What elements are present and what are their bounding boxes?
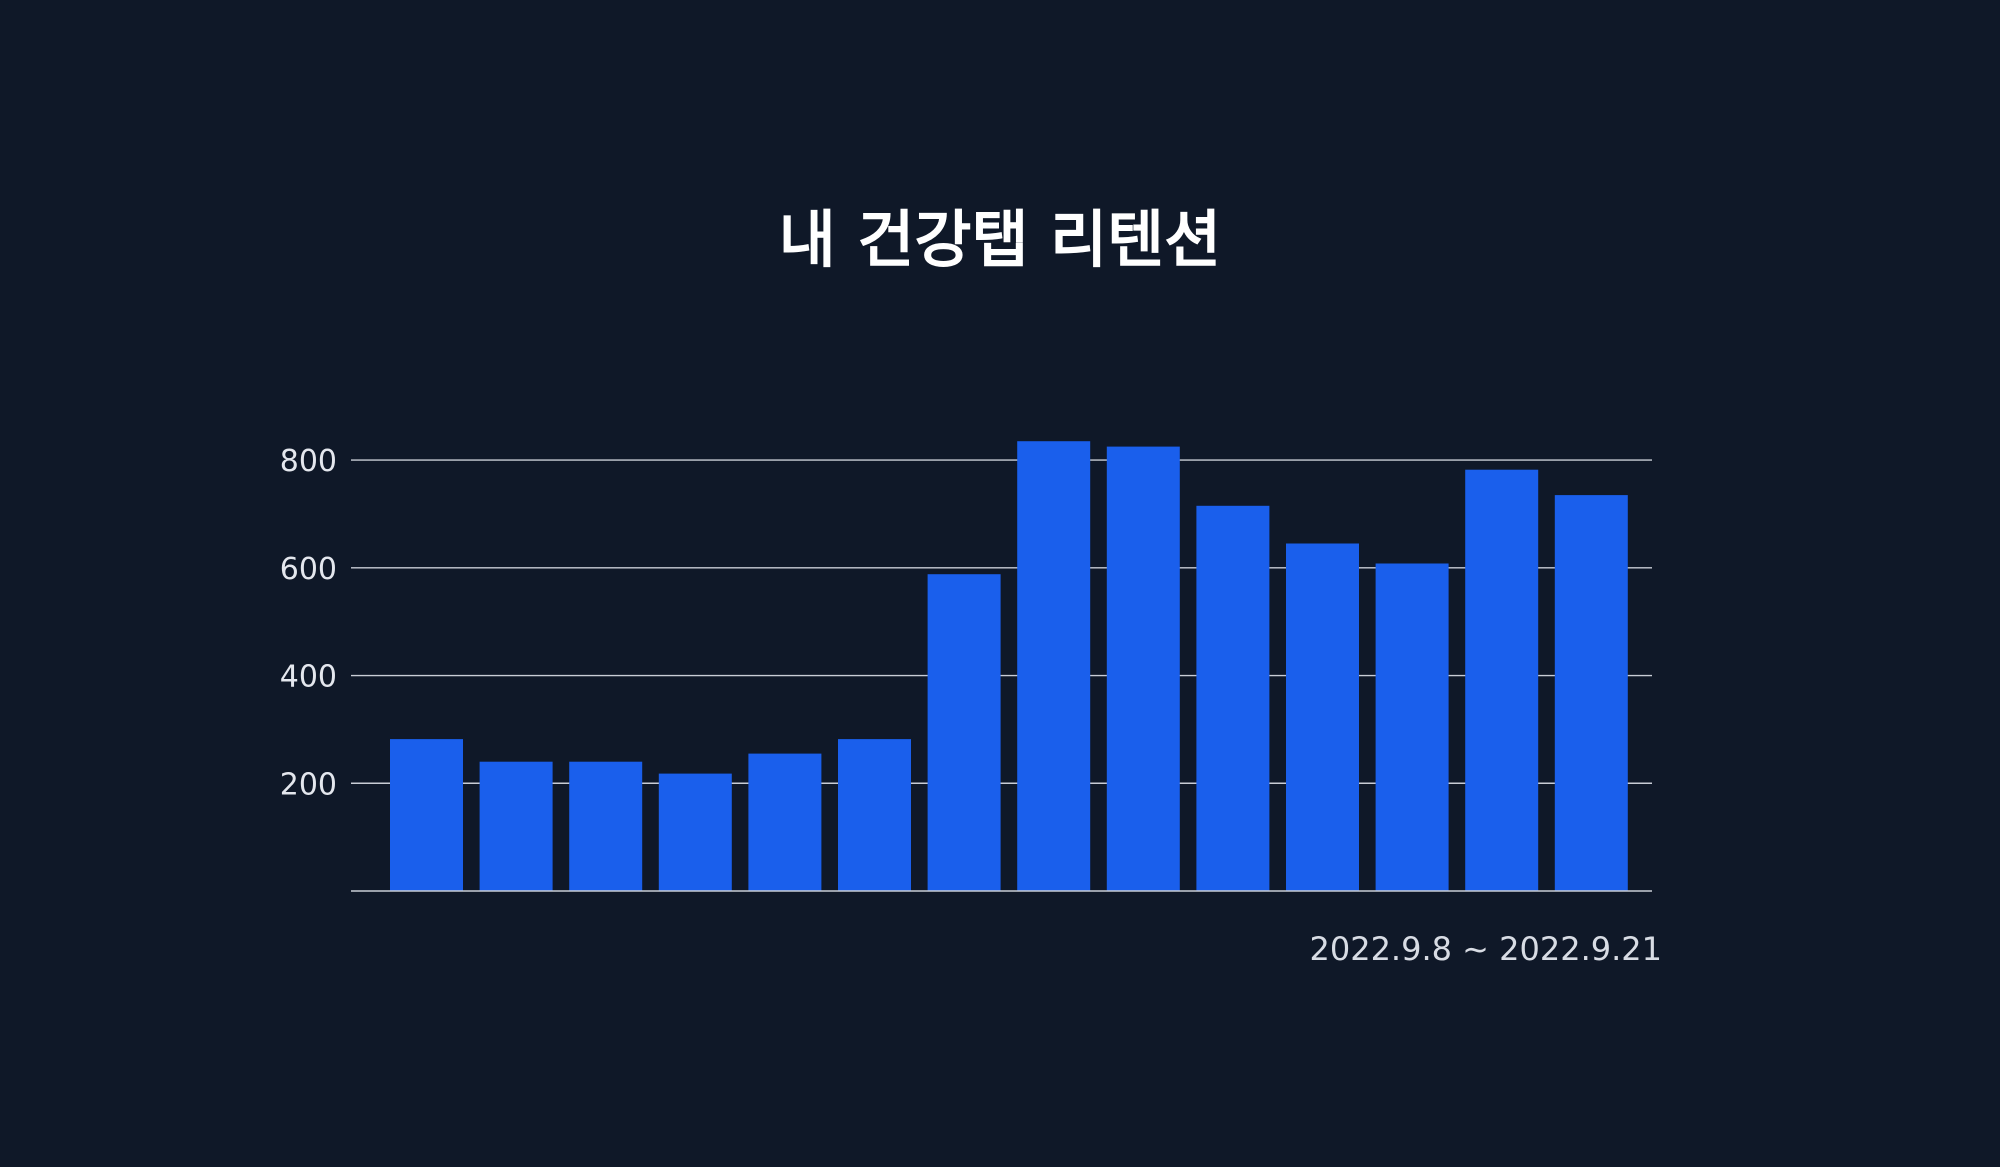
bar-2022-09-10 <box>569 761 643 891</box>
bar-2022-09-16 <box>1106 446 1180 891</box>
grid-lines <box>351 459 1652 784</box>
bar-2022-09-11 <box>658 773 732 891</box>
bar-2022-09-21 <box>1554 495 1628 891</box>
bar-2022-09-18 <box>1286 543 1359 891</box>
bars <box>390 441 1628 891</box>
bar-2022-09-15 <box>1017 441 1091 891</box>
y-tick-label: 400 <box>280 660 337 695</box>
y-tick-label: 800 <box>280 444 337 479</box>
y-tick-label: 200 <box>280 767 337 802</box>
bar-2022-09-12 <box>748 753 822 891</box>
bar-2022-09-14 <box>927 574 1001 891</box>
bar-2022-09-20 <box>1465 469 1539 891</box>
bar-2022-09-08 <box>390 739 463 891</box>
date-range-label: 2022.9.8 ~ 2022.9.21 <box>1309 930 1662 968</box>
bar-2022-09-09 <box>479 761 553 891</box>
bar-2022-09-19 <box>1375 563 1449 891</box>
bar-2022-09-17 <box>1196 505 1270 891</box>
y-tick-labels: 200 400 600 800 <box>280 444 337 802</box>
bar-2022-09-13 <box>838 739 911 891</box>
y-tick-label: 600 <box>280 552 337 587</box>
chart-title: 내 건강탭 리텐션 <box>778 203 1222 276</box>
